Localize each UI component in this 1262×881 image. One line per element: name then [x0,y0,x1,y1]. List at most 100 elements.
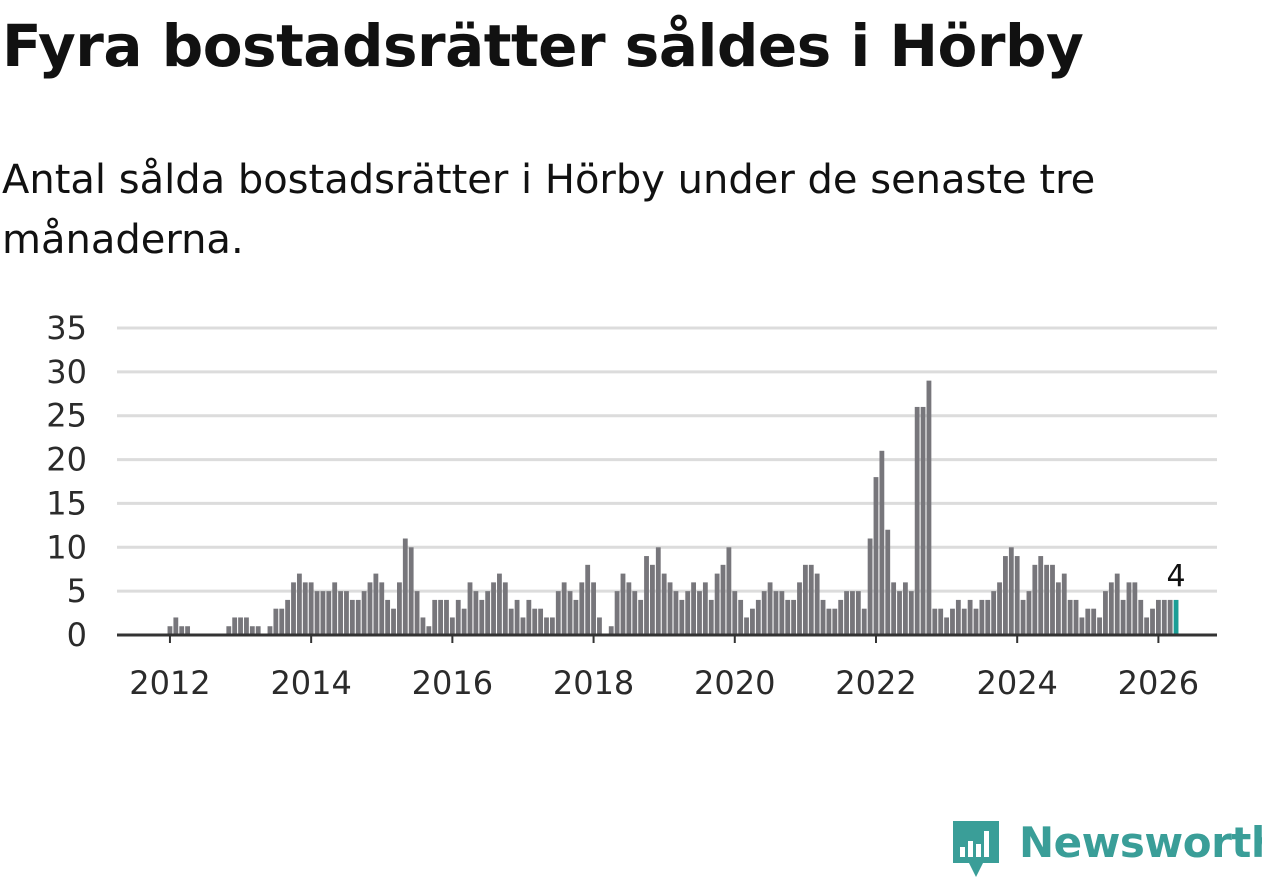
bar [926,380,932,635]
x-axis [117,633,1217,643]
bar [744,617,749,635]
bar [1091,608,1097,635]
bar [526,599,532,635]
x-tick-label-2026: 2026 [1118,664,1199,702]
bar [597,617,602,635]
bar [332,582,338,635]
bar [355,599,361,635]
bar [985,599,991,635]
bar [467,582,473,635]
bar [385,599,391,635]
bar [1120,599,1126,635]
x-tick-label-2014: 2014 [270,664,351,702]
x-tick-label-2024: 2024 [976,664,1057,702]
bar [961,608,967,635]
bar [255,626,261,635]
bar [349,599,355,635]
bar [497,573,502,635]
bar [232,617,238,635]
y-tick-label-25: 25 [46,397,87,435]
bar [685,591,691,635]
bar [726,547,732,635]
bar [414,591,420,635]
bar [1008,547,1014,635]
bar [302,582,308,635]
bar [767,582,773,635]
bars [167,380,1179,635]
bar [1155,599,1161,635]
bar [555,591,561,635]
bar [785,599,791,635]
bar [755,599,761,635]
bar [455,599,461,635]
bar [279,608,285,635]
bar [1067,599,1073,635]
x-tick-label-2018: 2018 [553,664,634,702]
bar [820,599,826,635]
bar [579,582,585,635]
bar [1050,564,1055,635]
bar [914,406,920,635]
bar [473,591,479,635]
bar [173,617,179,635]
bar [844,591,849,635]
bar [1132,582,1138,635]
bar [638,599,644,635]
bar [632,591,638,635]
bar [708,599,714,635]
bar [979,599,985,635]
bar [1085,608,1091,635]
bar [591,582,596,635]
bar [244,617,249,635]
y-tick-label-10: 10 [46,528,87,566]
bar [238,617,243,635]
bar [1097,617,1102,635]
bar [461,608,467,635]
bar [655,547,661,635]
bar [408,547,414,635]
bar [950,608,955,635]
y-tick-label-20: 20 [46,441,87,479]
x-tick-label-2016: 2016 [412,664,493,702]
bar [438,599,444,635]
bar [750,608,755,635]
bar [1167,599,1173,635]
bar [850,591,855,635]
bar [720,564,726,635]
bar [667,582,673,635]
bar [502,582,508,635]
bar [967,599,973,635]
bar [944,617,949,635]
bar [814,573,820,635]
bar [838,599,844,635]
bar [491,582,496,635]
newsworthy-logo: Newsworthy [951,819,1262,881]
bar [1144,617,1150,635]
bar [897,591,902,635]
bar [1138,599,1144,635]
bar [1038,556,1044,635]
bar [808,564,814,635]
bar [1073,599,1079,635]
bar [932,608,938,635]
bar [1055,582,1061,635]
bar [1150,608,1155,635]
bar [1026,591,1032,635]
bar [432,599,438,635]
bar [791,599,797,635]
grid-lines [117,326,1217,593]
bar [620,573,626,635]
newsworthy-logo-text: Newsworthy [1019,818,1262,867]
bar [532,608,538,635]
bar [544,617,549,635]
bar [867,538,873,635]
bar [1061,573,1067,635]
bar [891,582,897,635]
bar [732,591,738,635]
bar [861,608,867,635]
bar [1103,591,1108,635]
bar [873,477,879,635]
bar [650,564,655,635]
bar [508,608,514,635]
